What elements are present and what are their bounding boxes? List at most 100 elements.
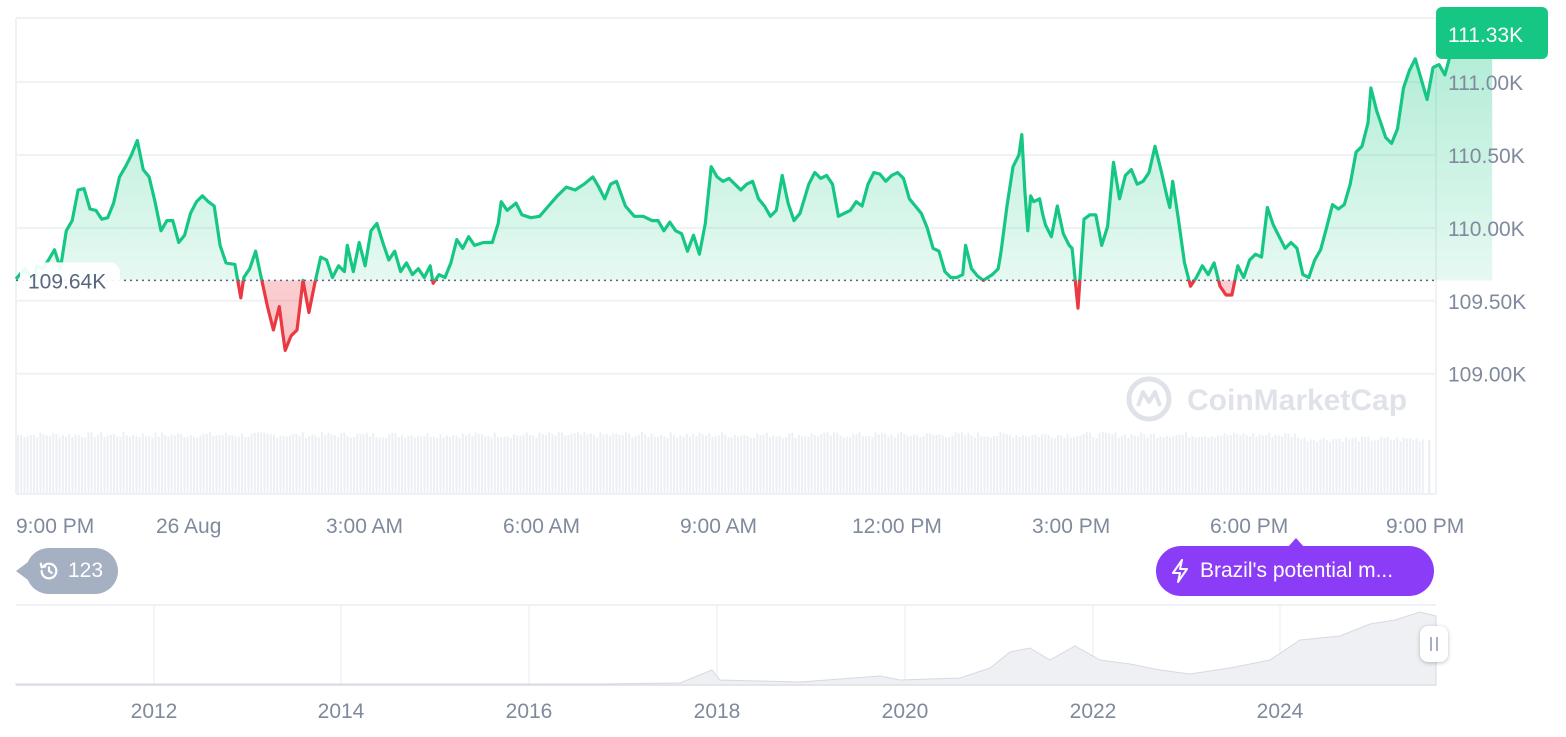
- volume-bar: [1105, 432, 1107, 494]
- x-tick-label: 9:00 PM: [16, 515, 94, 538]
- volume-bar: [669, 432, 672, 494]
- volume-bar: [721, 432, 723, 494]
- volume-bar: [404, 437, 407, 494]
- volume-bar: [81, 436, 83, 494]
- volume-bar: [676, 437, 679, 494]
- volume-bar: [324, 435, 327, 494]
- volume-bar: [941, 435, 944, 494]
- volume-bar: [874, 432, 877, 494]
- volume-bar: [1402, 437, 1405, 494]
- volume-bar: [769, 437, 771, 494]
- volume-bar: [506, 436, 509, 494]
- volume-bar: [1162, 437, 1165, 494]
- volume-bar: [93, 437, 96, 494]
- volume-bar: [1341, 441, 1344, 494]
- volume-bar: [1015, 435, 1018, 494]
- volume-bar: [919, 437, 922, 494]
- volume-bar: [1194, 437, 1197, 494]
- volume-bar: [196, 437, 199, 494]
- volume-bar: [657, 436, 659, 494]
- volume-bar: [1268, 432, 1271, 494]
- volume-bar: [36, 437, 39, 494]
- volume-bar: [1290, 436, 1293, 494]
- volume-bar: [897, 433, 899, 494]
- volume-bar: [781, 437, 784, 494]
- volume-bar: [996, 435, 999, 494]
- volume-bar: [23, 437, 26, 494]
- volume-bar: [234, 436, 237, 494]
- volume-bar: [493, 432, 496, 494]
- volume-bar: [1412, 439, 1415, 494]
- price-line-up: [14, 28, 1494, 281]
- volume-bar: [1181, 434, 1184, 494]
- volume-bar: [673, 434, 675, 494]
- volume-bar: [157, 436, 160, 494]
- volume-bar: [679, 435, 682, 494]
- volume-bar: [605, 434, 608, 494]
- volume-bar: [1143, 434, 1146, 494]
- volume-bar: [461, 433, 464, 494]
- volume-bar: [154, 432, 157, 494]
- volume-bar: [621, 435, 624, 494]
- volume-bar: [1066, 434, 1069, 494]
- price-line-down: [31, 280, 1237, 352]
- volume-bar: [1249, 436, 1251, 494]
- volume-bar: [1146, 437, 1149, 494]
- navigator-year-label: 2022: [1070, 700, 1117, 723]
- current-price-badge: [1436, 7, 1548, 60]
- volume-bar: [516, 435, 519, 494]
- x-tick-label: 6:00 PM: [1210, 515, 1288, 538]
- volume-bar: [247, 436, 250, 494]
- volume-bar: [1159, 436, 1162, 494]
- volume-bar: [1271, 437, 1274, 494]
- volume-bar: [215, 435, 218, 494]
- volume-bar: [407, 436, 410, 494]
- news-event-button[interactable]: Brazil's potential m...: [1156, 538, 1434, 596]
- volume-bar: [1303, 437, 1306, 494]
- volume-bar: [1380, 436, 1383, 494]
- volume-bar: [602, 434, 605, 494]
- volume-bar: [1428, 440, 1431, 494]
- volume-bar: [708, 433, 711, 494]
- navigator-range-handle[interactable]: [1420, 626, 1448, 662]
- volume-bar: [1069, 437, 1072, 494]
- volume-bar: [340, 433, 343, 494]
- volume-bar: [327, 432, 330, 494]
- volume-bar: [1309, 439, 1312, 494]
- volume-bar: [1421, 439, 1424, 494]
- navigator-year-label: 2024: [1257, 700, 1304, 723]
- volume-bar: [308, 435, 311, 494]
- volume-bar: [765, 432, 768, 494]
- volume-bar: [1252, 433, 1255, 494]
- history-count-button[interactable]: 123: [16, 548, 118, 594]
- volume-bar: [788, 433, 791, 494]
- volume-bar: [1370, 440, 1373, 494]
- volume-bar: [807, 436, 810, 494]
- volume-bar: [260, 432, 263, 494]
- volume-bar: [698, 432, 701, 494]
- volume-bar: [929, 433, 931, 494]
- volume-bar: [794, 437, 797, 494]
- volume-bar: [1284, 433, 1287, 494]
- volume-bar: [1076, 436, 1079, 494]
- volume-bar: [1153, 433, 1155, 494]
- volume-bar: [17, 435, 19, 494]
- volume-bar: [1364, 437, 1367, 494]
- volume-bar: [1229, 434, 1232, 494]
- volume-bar: [932, 434, 935, 494]
- volume-bar: [129, 436, 131, 494]
- current-price-label: 111.33K: [1448, 24, 1523, 47]
- x-tick-label: 26 Aug: [156, 515, 221, 538]
- volume-bar: [45, 435, 48, 494]
- x-tick-label: 3:00 PM: [1032, 515, 1110, 538]
- volume-bar: [77, 435, 80, 494]
- volume-bar: [1207, 437, 1210, 494]
- volume-bar: [1044, 434, 1047, 494]
- volume-bar: [1140, 432, 1143, 494]
- volume-bar: [887, 436, 890, 494]
- volume-bar: [1277, 435, 1280, 494]
- volume-bar: [717, 435, 720, 494]
- volume-bar: [618, 434, 621, 494]
- volume-bar: [631, 437, 634, 494]
